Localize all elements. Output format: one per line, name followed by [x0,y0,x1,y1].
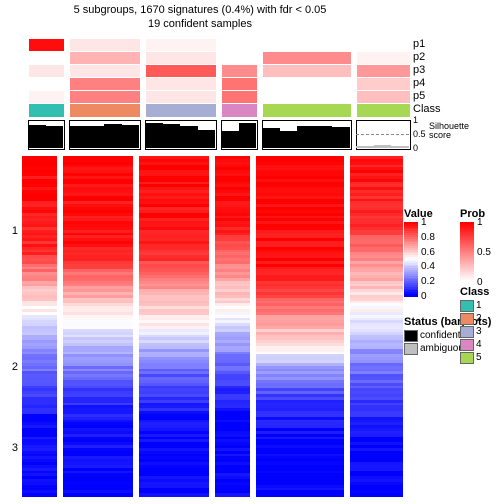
silhouette-bar [262,128,280,148]
legend-class-title: Class [460,286,489,298]
silhouette-bar [104,124,122,148]
annot-label: p5 [413,90,425,102]
silhouette-bar [46,126,64,148]
annot-label: p1 [413,38,425,50]
legend-prob-grad [460,280,474,283]
legend-value-title: Value [404,208,433,220]
legend-value-tick: 1 [421,217,427,228]
silhouette-bar [280,131,298,148]
silhouette-bar [122,125,140,148]
class-cell [221,103,258,118]
legend-value-tick: 0.4 [421,261,435,272]
legend-class-label: 5 [476,352,482,363]
sil-tick: 1 [413,115,418,125]
silhouette-bar [374,145,392,148]
silhouette-bar [315,126,333,148]
silhouette-bar [180,126,198,148]
legend-class-swatch [460,313,474,325]
legend-class-label: 1 [476,300,482,311]
legend-prob-tick: 1 [477,217,483,228]
silhouette-bar [297,126,315,148]
silhouette-bar [163,124,181,148]
legend-status-swatch [404,343,418,355]
sil-tick: 0.5 [413,129,426,139]
legend-status-label: confident [420,330,461,341]
silhouette-bar [391,146,409,148]
legend-value-tick: 0.6 [421,247,435,258]
legend-class-label: 2 [476,313,482,324]
legend-class-label: 3 [476,326,482,337]
silhouette-bar [87,126,105,148]
legend-status-swatch [404,330,418,342]
class-cell [356,103,411,118]
heatmap-row [63,493,133,497]
legend-value-grad [404,294,418,297]
silhouette-bar [69,126,87,148]
silhouette-bar [239,123,257,148]
silhouette-bar [145,123,163,148]
silhouette-bar [198,130,216,148]
silhouette-bar [356,146,374,148]
annot-label: p4 [413,77,425,89]
heatmap-row [350,493,403,497]
title-line1: 5 subgroups, 1670 signatures (0.4%) with… [30,4,370,16]
sil-tick: 0 [413,143,418,153]
dash-line [356,134,409,135]
class-cell [262,103,352,118]
heatmap-row [215,493,250,497]
class-cell [28,103,65,118]
heatmap-row [139,493,209,497]
annot-label: p3 [413,64,425,76]
legend-prob-tick: 0.5 [477,247,491,258]
heatmap-row-label: 3 [4,442,18,454]
silhouette-bar [332,127,350,148]
legend-value-tick: 0 [421,291,427,302]
silhouette-bar [28,125,46,148]
legend-value-tick: 0.8 [421,232,435,243]
legend-value-tick: 0.2 [421,276,435,287]
heatmap-row-label: 1 [4,225,18,237]
heatmap-row [22,493,57,497]
class-cell [69,103,141,118]
heatmap-row [256,493,344,497]
legend-class-swatch [460,326,474,338]
title-line2: 19 confident samples [30,18,370,30]
annot-label: p2 [413,51,425,63]
legend-class-swatch [460,339,474,351]
class-cell [145,103,217,118]
legend-class-swatch [460,352,474,364]
silhouette-bar [221,131,239,148]
legend-class-label: 4 [476,339,482,350]
heatmap-row-label: 2 [4,361,18,373]
sil-label: Silhouette score [429,122,469,140]
annot-label: Class [413,103,441,115]
legend-class-swatch [460,300,474,312]
